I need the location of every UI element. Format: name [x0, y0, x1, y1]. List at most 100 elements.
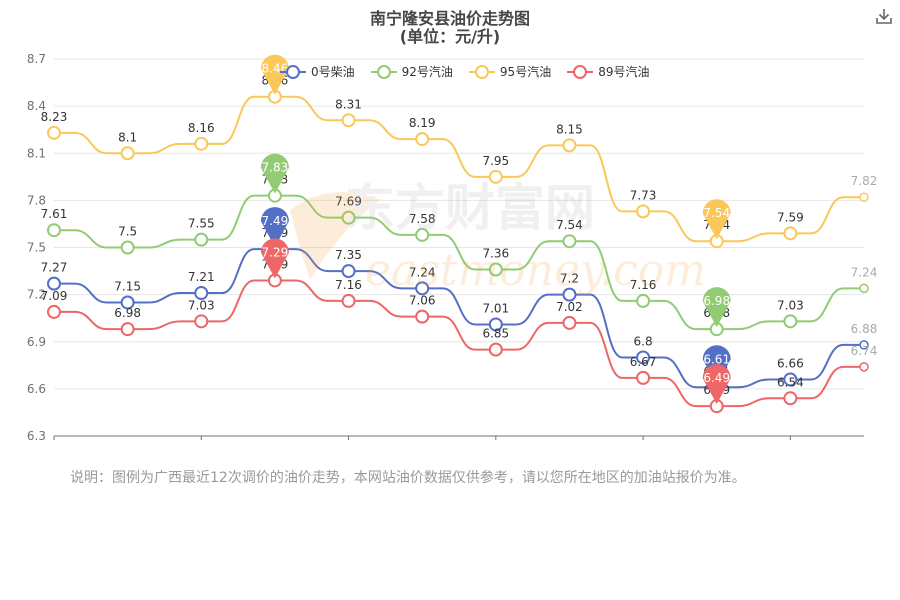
data-point	[562, 138, 577, 153]
data-label: 7.24	[851, 265, 878, 279]
y-tick-label: 8.1	[27, 146, 46, 160]
legend-label: 0号柴油	[311, 65, 355, 79]
min-marker-pin: 6.49	[702, 364, 731, 405]
data-point	[859, 340, 869, 350]
data-label: 6.67	[630, 355, 657, 369]
data-label: 8.31	[335, 97, 362, 111]
max-marker-pin: 7.83	[260, 153, 289, 194]
data-point	[341, 264, 356, 279]
data-label: 7.73	[630, 188, 657, 202]
chart-subtitle: (单位：元/升)	[399, 27, 501, 46]
data-point	[783, 314, 798, 329]
data-label: 7.59	[777, 210, 804, 224]
data-label: 8.23	[41, 110, 68, 124]
chart-title: 南宁隆安县油价走势图	[369, 9, 530, 28]
data-label: 8.15	[556, 122, 583, 136]
y-tick-label: 7.8	[27, 193, 46, 207]
data-point	[859, 362, 869, 372]
legend-line-circle-icon	[468, 64, 495, 79]
legend: 0号柴油 92号汽油 95号汽油 89号汽油	[280, 63, 649, 80]
data-point	[488, 169, 503, 184]
data-label: 7.15	[114, 279, 141, 293]
y-tick-label: 8.7	[27, 52, 46, 66]
data-label: 7.27	[41, 261, 68, 275]
series-line	[54, 279, 864, 408]
legend-line-circle-icon	[567, 64, 594, 79]
data-label: 7.09	[41, 289, 68, 303]
data-label: 7.61	[41, 207, 68, 221]
legend-item-gas-95[interactable]: 95号汽油	[468, 63, 552, 80]
pin-label: 7.83	[262, 161, 289, 175]
legend-item-gas-89[interactable]: 89号汽油	[567, 63, 649, 80]
data-point	[47, 223, 61, 238]
data-point	[194, 136, 209, 151]
pin-shape	[260, 238, 289, 279]
data-label: 6.88	[851, 322, 878, 336]
pin-label: 6.61	[703, 352, 730, 366]
series-2: 8.238.18.168.468.318.197.958.157.737.547…	[41, 74, 878, 249]
data-label: 8.16	[188, 121, 215, 135]
data-label: 7.01	[482, 301, 509, 315]
data-label: 7.58	[409, 212, 436, 226]
y-tick-label: 6.9	[27, 335, 46, 349]
pin-shape	[702, 199, 731, 240]
pin-label: 7.49	[262, 214, 289, 228]
legend-item-diesel-0[interactable]: 0号柴油	[280, 63, 355, 80]
data-label: 6.66	[777, 356, 804, 370]
data-label: 7.5	[118, 225, 137, 239]
min-marker-pin: 7.54	[702, 199, 731, 240]
data-point	[415, 309, 430, 324]
data-label: 7.36	[482, 246, 509, 260]
download-icon[interactable]	[874, 6, 894, 26]
data-label: 7.82	[851, 174, 878, 188]
data-label: 7.16	[630, 278, 657, 292]
data-point	[636, 370, 651, 385]
data-label: 6.98	[114, 306, 141, 320]
data-point	[194, 314, 209, 329]
data-point	[194, 286, 209, 301]
data-point	[636, 204, 651, 219]
data-point	[859, 192, 869, 202]
pin-shape	[260, 153, 289, 194]
pin-label: 7.54	[703, 206, 730, 220]
data-point	[562, 234, 577, 249]
legend-label: 89号汽油	[598, 65, 650, 79]
data-point	[341, 293, 356, 308]
data-point	[488, 262, 503, 277]
y-tick-label: 8.4	[27, 99, 46, 113]
data-label: 6.74	[851, 344, 878, 358]
data-label: 7.55	[188, 217, 215, 231]
y-tick-label: 7.5	[27, 241, 46, 255]
data-point	[341, 113, 356, 128]
legend-label: 95号汽油	[499, 65, 552, 79]
series-line	[54, 194, 864, 331]
data-label: 7.95	[482, 154, 509, 168]
data-point	[488, 342, 503, 357]
data-point	[47, 304, 61, 319]
y-tick-label: 6.3	[27, 429, 46, 440]
pin-shape	[702, 287, 731, 328]
data-label: 7.03	[777, 298, 804, 312]
data-point	[120, 146, 135, 161]
chart-note: 说明：图例为广西最近12次调价的油价走势，本网站油价数据仅供参考，请以您所在地区…	[70, 470, 746, 486]
grid: 6.3 6.6 6.9 7.2 7.5 7.8 8.1 8.4 8.7	[27, 52, 864, 440]
data-label: 6.85	[482, 327, 509, 341]
series-3: 7.096.987.037.297.167.066.857.026.676.49…	[41, 257, 878, 414]
data-label: 7.54	[556, 218, 583, 232]
y-tick-label: 7.2	[27, 288, 46, 302]
data-point	[120, 240, 135, 255]
data-label: 7.2	[560, 272, 579, 286]
data-label: 7.21	[188, 270, 215, 284]
data-point	[562, 287, 577, 302]
data-label: 8.19	[409, 116, 436, 130]
pin-shape	[260, 207, 289, 248]
data-point	[415, 227, 430, 242]
legend-line-circle-icon	[370, 64, 397, 79]
data-point	[636, 293, 651, 308]
data-point	[859, 283, 869, 294]
max-marker-pin: 7.29	[260, 238, 289, 279]
data-point	[562, 315, 577, 330]
data-point	[783, 372, 798, 387]
data-label: 7.24	[409, 265, 436, 279]
legend-item-gas-92[interactable]: 92号汽油	[370, 63, 453, 80]
